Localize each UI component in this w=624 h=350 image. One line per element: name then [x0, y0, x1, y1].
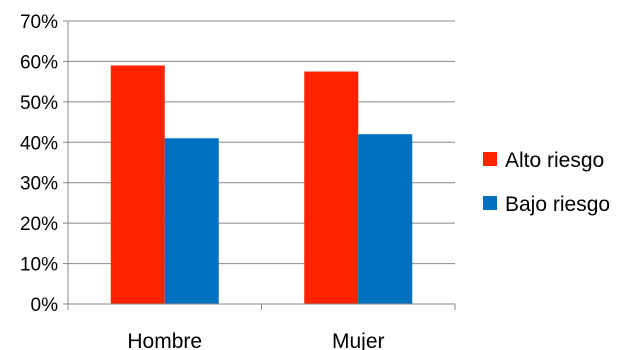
y-tick-label: 50% — [20, 93, 58, 114]
y-tick-label: 30% — [20, 174, 58, 195]
x-tick-label: Mujer — [332, 330, 385, 350]
bar — [164, 138, 219, 304]
legend-label: Bajo riesgo — [505, 193, 610, 216]
bar — [358, 134, 413, 304]
legend: Alto riesgo Bajo riesgo — [483, 149, 610, 216]
axes — [67, 21, 456, 310]
legend-swatch — [483, 196, 497, 210]
legend-label: Alto riesgo — [505, 149, 604, 172]
y-tick-label: 20% — [20, 214, 58, 235]
bars — [110, 65, 413, 305]
bar — [110, 65, 165, 304]
y-axis-ticks: 0% 10% 20% 30% 40% 50% 60% 70% — [20, 12, 68, 316]
y-tick-label: 10% — [20, 255, 58, 276]
y-tick-label: 40% — [20, 133, 58, 154]
legend-swatch — [483, 152, 497, 166]
y-tick-label: 70% — [20, 12, 58, 33]
y-tick-label: 60% — [20, 52, 58, 73]
y-tick-label: 0% — [31, 295, 59, 316]
x-tick-label: Hombre — [127, 330, 202, 350]
x-axis-labels: Hombre Mujer — [127, 330, 384, 350]
bar — [304, 71, 359, 305]
